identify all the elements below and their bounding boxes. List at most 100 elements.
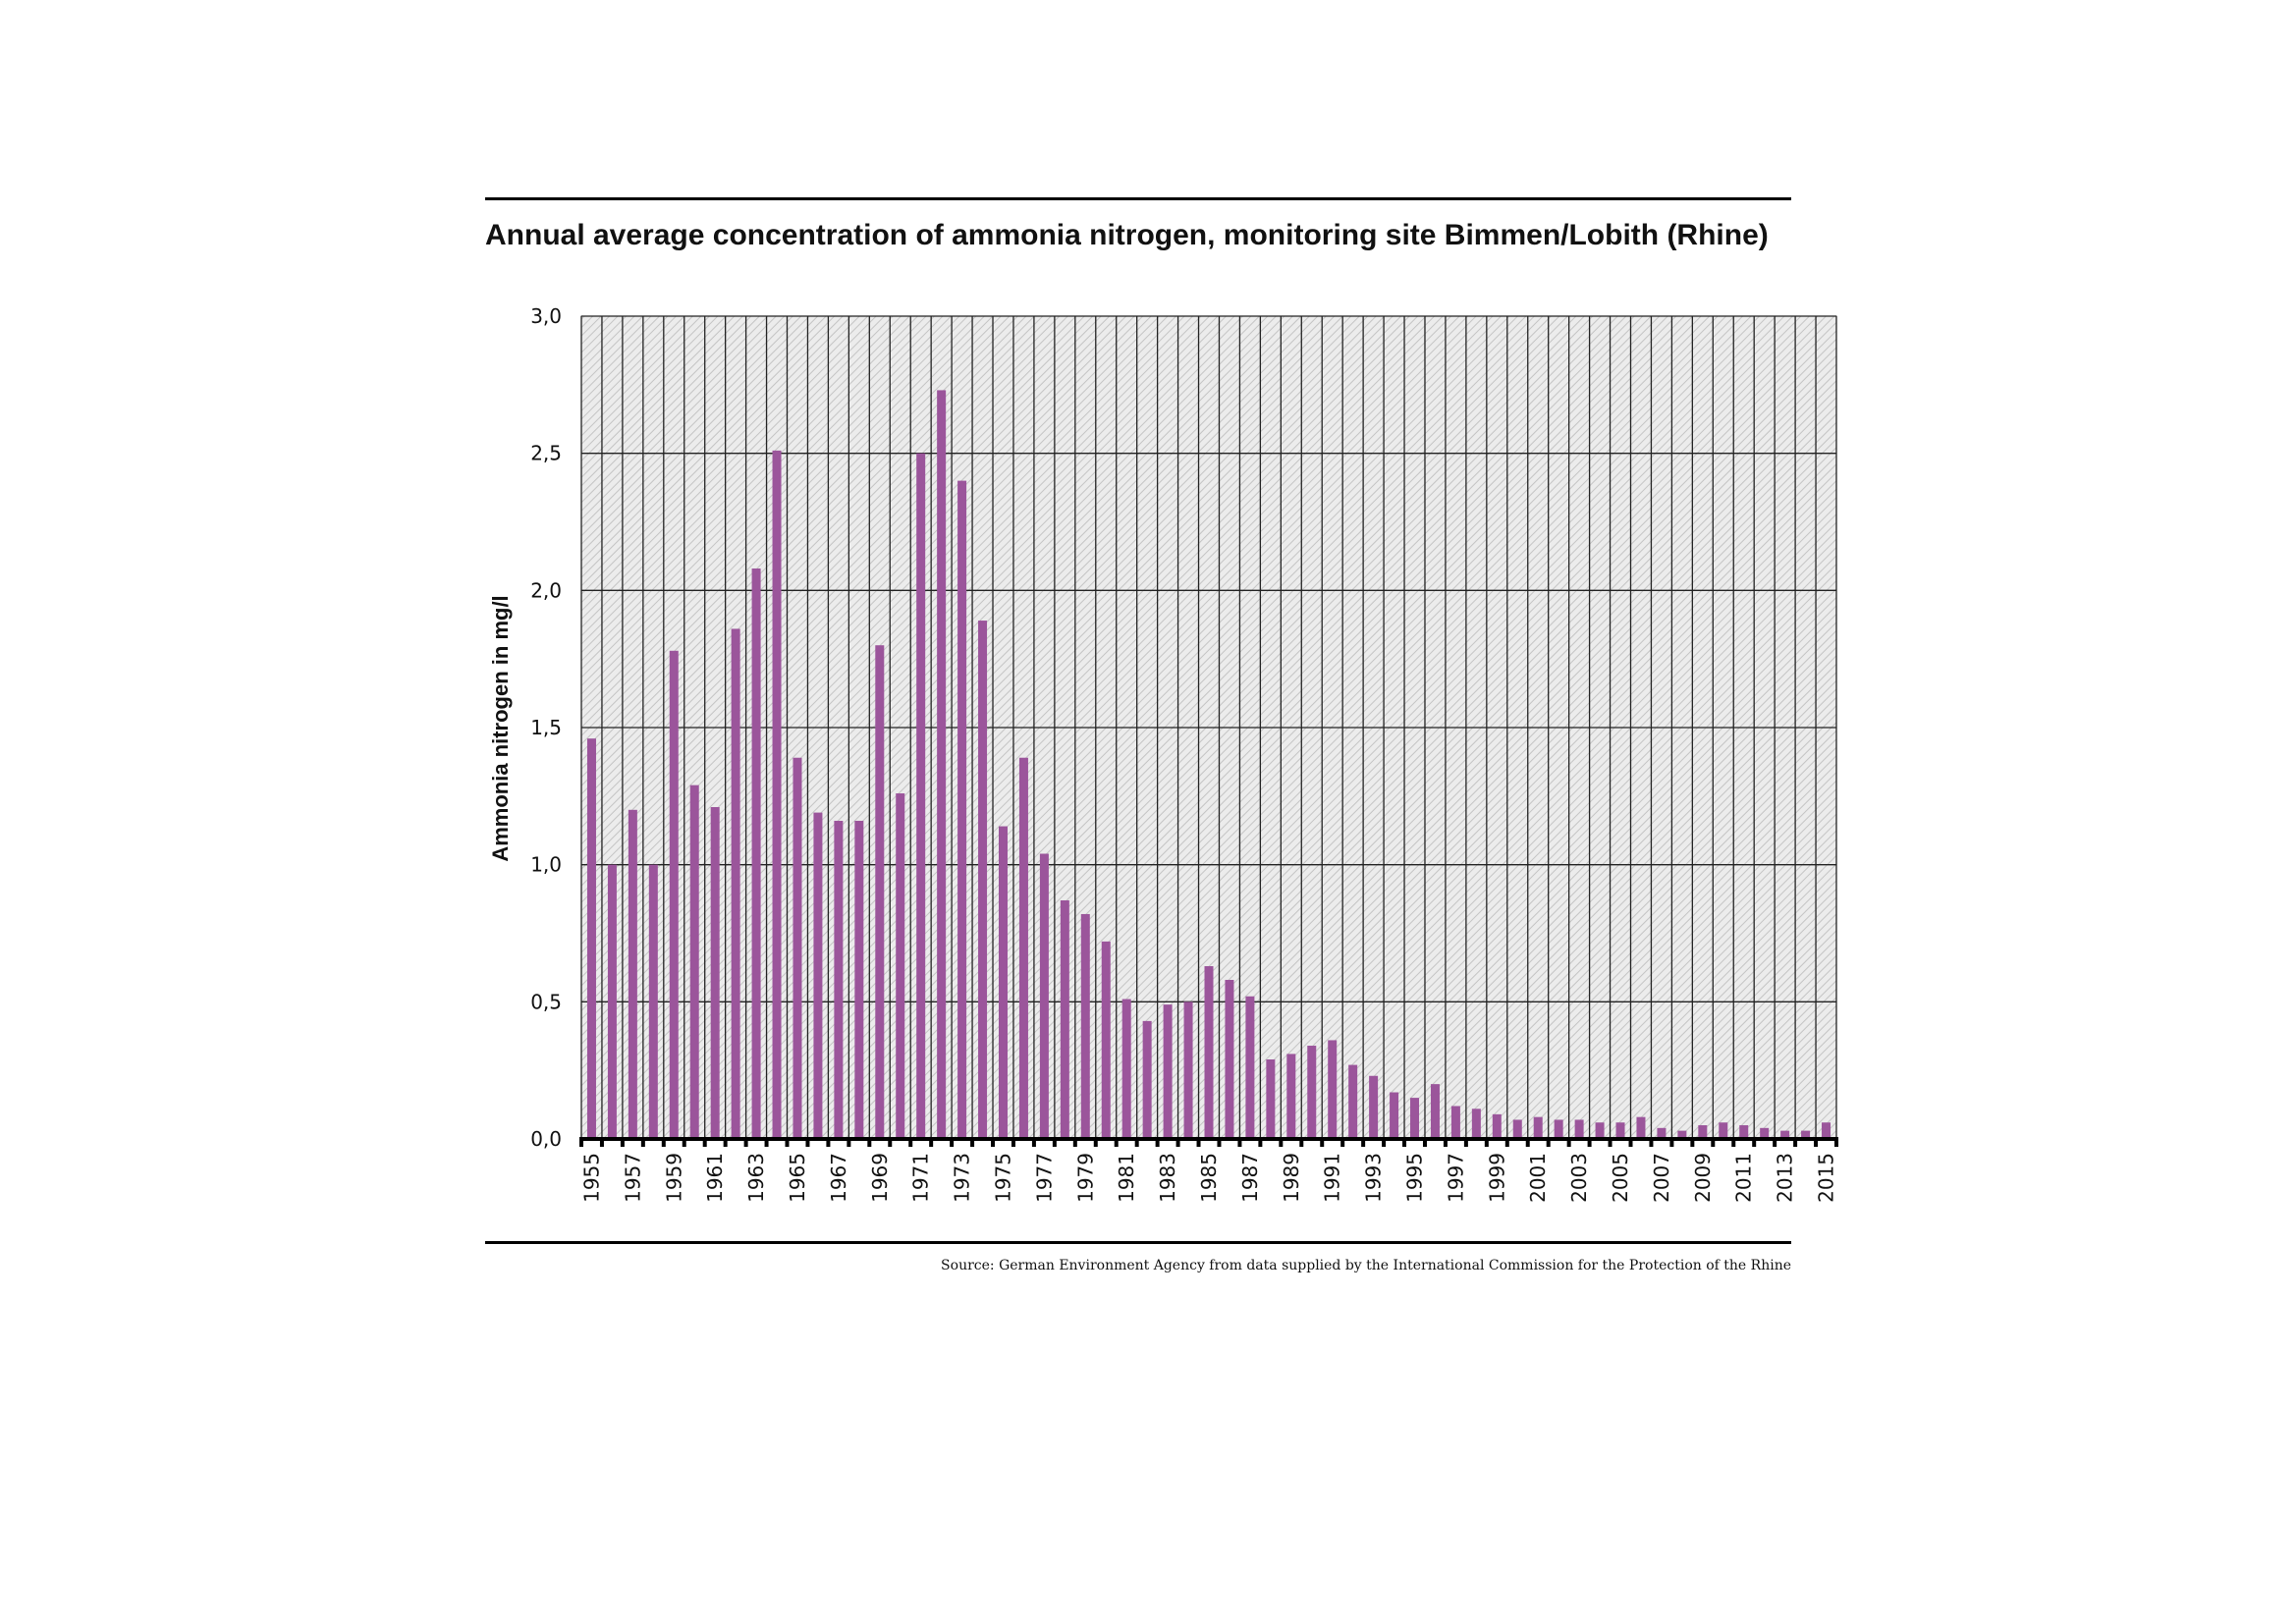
bar-1975 [998,826,1008,1139]
bar-1972 [937,390,947,1139]
bar-2013 [1780,1130,1790,1139]
bar-1959 [669,650,679,1139]
x-tick-label: 1963 [744,1153,768,1203]
x-tick-label: 2001 [1526,1153,1550,1203]
bar-1958 [648,864,658,1139]
x-tick-label: 1979 [1073,1153,1097,1203]
x-tick-label: 2009 [1691,1153,1715,1203]
bar-1984 [1183,1001,1193,1139]
x-tick-label: 1981 [1115,1153,1138,1203]
bar-1973 [957,480,967,1140]
bar-1971 [916,453,926,1140]
bar-1968 [854,820,864,1139]
bar-1997 [1450,1106,1460,1139]
bar-2003 [1574,1119,1584,1139]
bar-1983 [1163,1004,1173,1139]
bottom-rule [485,1241,1791,1244]
bar-1994 [1390,1092,1399,1139]
x-tick-label: 1975 [991,1153,1014,1203]
bar-2007 [1657,1127,1667,1139]
bar-1962 [731,628,740,1139]
bar-1980 [1101,941,1111,1139]
bar-1955 [586,738,596,1139]
x-tick-label: 1955 [579,1153,603,1203]
y-tick-label: 2,0 [530,578,562,602]
bar-2015 [1822,1122,1831,1139]
chart-title: Annual average concentration of ammonia … [485,219,1769,251]
y-tick-label: 0,0 [530,1127,562,1151]
x-tick-label: 1991 [1321,1153,1344,1203]
bar-2011 [1739,1125,1749,1139]
x-tick-label: 1965 [786,1153,809,1203]
bar-1990 [1307,1046,1317,1139]
bar-1993 [1369,1075,1379,1139]
y-tick-label: 3,0 [530,304,562,328]
bar-1957 [628,809,637,1139]
y-tick-label: 1,5 [530,716,562,739]
bar-2002 [1554,1119,1563,1139]
x-tick-label: 1971 [909,1153,933,1203]
x-tick-label: 2011 [1732,1153,1756,1203]
bar-2006 [1636,1116,1646,1139]
y-tick-label: 2,5 [530,442,562,465]
x-tick-label: 1987 [1238,1153,1262,1203]
bar-1979 [1080,913,1090,1139]
bar-1999 [1492,1113,1502,1139]
bar-1960 [689,785,699,1139]
bar-1970 [896,793,905,1139]
bar-1956 [607,864,617,1139]
bar-2000 [1512,1119,1522,1139]
bar-2001 [1533,1116,1543,1139]
bar-1967 [834,820,844,1139]
bar-1978 [1060,899,1069,1139]
bar-2004 [1595,1122,1605,1139]
y-tick-label: 0,5 [530,990,562,1013]
x-tick-label: 2007 [1650,1153,1673,1203]
x-tick-label: 1985 [1197,1153,1221,1203]
y-tick-label: 1,0 [530,853,562,877]
x-tick-label: 1995 [1403,1153,1427,1203]
bar-2005 [1615,1122,1625,1139]
bar-2014 [1801,1130,1811,1139]
bar-1963 [751,568,761,1139]
bar-1964 [772,450,782,1140]
x-tick-label: 1983 [1156,1153,1179,1203]
x-tick-label: 2015 [1815,1153,1838,1203]
top-rule [485,197,1791,200]
bar-1961 [710,807,720,1139]
bar-2009 [1698,1125,1708,1139]
bar-1976 [1018,757,1028,1139]
bar-2008 [1677,1130,1687,1139]
bar-1965 [793,757,802,1139]
bar-2010 [1719,1122,1728,1139]
bar-1985 [1204,966,1214,1139]
bar-1988 [1266,1058,1276,1139]
x-tick-label: 1997 [1444,1153,1467,1203]
x-tick-label: 1977 [1032,1153,1056,1203]
bar-1996 [1430,1084,1440,1139]
bar-2012 [1760,1127,1770,1139]
y-axis-title: Ammonia nitrogen in mg/l [488,595,513,861]
bar-1977 [1039,853,1049,1139]
x-tick-label: 1969 [868,1153,892,1203]
bar-1966 [813,812,823,1139]
bar-1992 [1348,1064,1358,1139]
x-tick-label: 2005 [1609,1153,1632,1203]
x-tick-label: 2003 [1567,1153,1591,1203]
x-tick-label: 1999 [1485,1153,1508,1203]
bar-1987 [1245,996,1255,1139]
source-note: Source: German Environment Agency from d… [941,1258,1791,1273]
bar-1974 [978,621,988,1139]
bar-1969 [875,645,885,1139]
x-tick-label: 1967 [827,1153,850,1203]
bar-1981 [1121,999,1131,1139]
bar-1995 [1410,1098,1420,1139]
x-tick-label: 1961 [703,1153,727,1203]
bar-1991 [1328,1040,1338,1139]
bar-1982 [1142,1020,1152,1139]
bar-1998 [1471,1109,1481,1139]
x-tick-label: 1989 [1280,1153,1303,1203]
x-tick-label: 1959 [662,1153,685,1203]
x-tick-label: 1973 [951,1153,974,1203]
